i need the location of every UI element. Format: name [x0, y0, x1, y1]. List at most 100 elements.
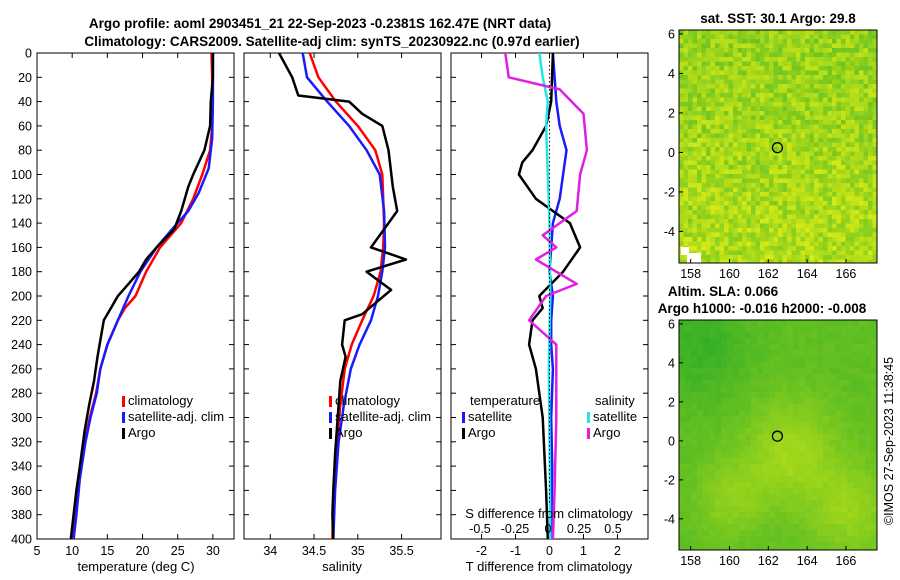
map-cell: [760, 205, 765, 210]
map-cell: [850, 160, 855, 165]
map-cell: [691, 542, 697, 548]
map-cell: [782, 39, 787, 44]
map-cell: [733, 111, 738, 116]
map-cell: [724, 57, 729, 62]
map-cell: [715, 386, 721, 392]
map-cell: [872, 48, 877, 53]
series-line-satellite-adj-clim: [301, 52, 387, 540]
map-cell: [800, 84, 805, 89]
map-cell: [781, 476, 787, 482]
map-cell: [859, 494, 865, 500]
s-tick-label: 0.25: [567, 522, 591, 536]
map-cell: [805, 61, 810, 66]
map-cell: [719, 151, 724, 156]
map-cell: [859, 183, 864, 188]
map-cell: [721, 548, 727, 550]
map-cell: [796, 30, 801, 35]
map-cell: [823, 66, 828, 71]
map-cell: [683, 138, 688, 143]
map-cell: [764, 39, 769, 44]
map-cell: [778, 183, 783, 188]
map-cell: [715, 48, 720, 53]
map-cell: [703, 320, 709, 326]
map-cell: [706, 97, 711, 102]
map-cell: [751, 440, 757, 446]
map-cell: [751, 494, 757, 500]
map-cell: [764, 66, 769, 71]
map-cell: [733, 48, 738, 53]
map-cell: [787, 512, 793, 518]
map-cell: [697, 187, 702, 192]
map-cell: [863, 133, 868, 138]
s-tick-label: 0.5: [604, 522, 621, 536]
map-cell: [805, 133, 810, 138]
map-cell: [827, 61, 832, 66]
map-cell: [841, 174, 846, 179]
map-cell: [832, 120, 837, 125]
map-cell: [733, 428, 739, 434]
map-cell: [793, 530, 799, 536]
map-cell: [703, 404, 709, 410]
map-cell: [751, 57, 756, 62]
map-cell: [692, 196, 697, 201]
map-cell: [701, 196, 706, 201]
map-cell: [829, 512, 835, 518]
map-cell: [782, 255, 787, 260]
map-cell: [859, 476, 865, 482]
map-cell: [827, 52, 832, 57]
map-cell: [751, 129, 756, 134]
map-cell: [710, 43, 715, 48]
map-cell: [769, 93, 774, 98]
map-cell: [685, 356, 691, 362]
map-cell: [793, 422, 799, 428]
map-cell: [679, 93, 684, 98]
map-cell: [850, 120, 855, 125]
map-cell: [781, 320, 787, 326]
map-cell: [800, 187, 805, 192]
map-cell: [719, 228, 724, 233]
map-cell: [688, 160, 693, 165]
map-cell: [703, 476, 709, 482]
map-cell: [859, 187, 864, 192]
map-cell: [814, 142, 819, 147]
map-cell: [800, 102, 805, 107]
map-cell: [800, 183, 805, 188]
map-cell: [793, 518, 799, 524]
map-cell: [823, 187, 828, 192]
map-cell: [683, 174, 688, 179]
map-cell: [769, 187, 774, 192]
map-cell: [775, 518, 781, 524]
map-cell: [733, 30, 738, 35]
map-cell: [719, 70, 724, 75]
map-cell: [778, 192, 783, 197]
map-cell: [805, 386, 811, 392]
map-cell: [850, 187, 855, 192]
map-cell: [841, 84, 846, 89]
map-cell: [764, 192, 769, 197]
map-cell: [683, 120, 688, 125]
map-cell: [737, 228, 742, 233]
map-cell: [799, 458, 805, 464]
map-cell: [703, 368, 709, 374]
map-cell: [769, 75, 774, 80]
map-cell: [760, 102, 765, 107]
map-cell: [697, 434, 703, 440]
map-cell: [692, 147, 697, 152]
map-cell: [809, 156, 814, 161]
map-cell: [787, 500, 793, 506]
map-cell: [751, 368, 757, 374]
map-cell: [871, 338, 877, 344]
map-cell: [685, 452, 691, 458]
map-cell: [841, 102, 846, 107]
map-cell: [781, 500, 787, 506]
map-cell: [697, 344, 703, 350]
map-cell: [746, 246, 751, 251]
map-cell: [709, 440, 715, 446]
map-cell: [691, 362, 697, 368]
map-cell: [737, 84, 742, 89]
map-cell: [757, 464, 763, 470]
map-cell: [817, 476, 823, 482]
map-cell: [679, 434, 685, 440]
map-cell: [745, 356, 751, 362]
map-cell: [781, 542, 787, 548]
